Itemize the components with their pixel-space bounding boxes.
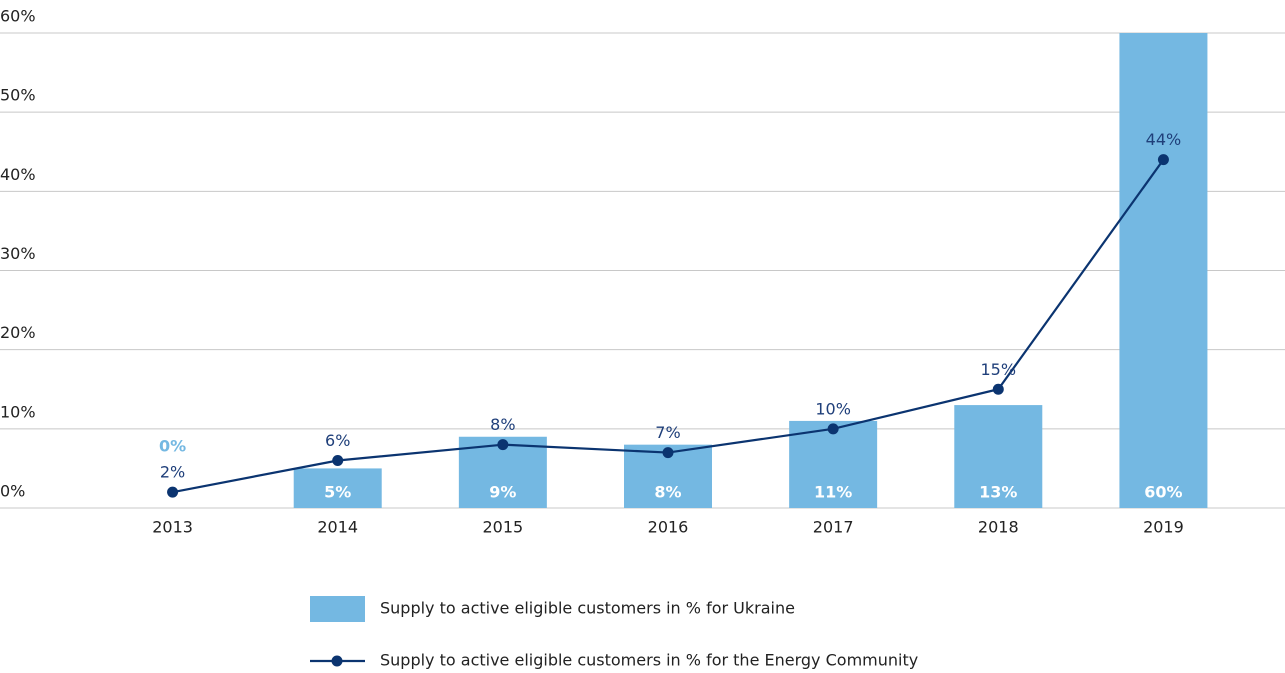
legend-label: Supply to active eligible customers in %… (380, 599, 795, 618)
legend-swatch (310, 596, 365, 622)
line-point (167, 486, 179, 498)
line-point (497, 439, 509, 451)
line-value-label: 6% (325, 431, 350, 450)
line-point (662, 447, 674, 459)
bar-value-label: 60% (1144, 483, 1182, 502)
line-value-label: 8% (490, 415, 515, 434)
line-point (827, 423, 839, 435)
bar-value-label: 11% (814, 483, 852, 502)
x-tick-label: 2018 (978, 518, 1019, 537)
legend-label: Supply to active eligible customers in %… (380, 651, 918, 670)
y-tick-label: 40% (0, 165, 36, 184)
x-tick-label: 2019 (1143, 518, 1184, 537)
bar (789, 420, 878, 508)
line-point (992, 383, 1004, 395)
y-tick-label: 10% (0, 402, 36, 421)
bar-value-label: 9% (489, 483, 516, 502)
bar-value-label: 13% (979, 483, 1017, 502)
bar (1119, 33, 1208, 508)
y-tick-label: 60% (0, 7, 36, 26)
bar-value-label: 8% (654, 483, 681, 502)
line-value-label: 2% (160, 463, 185, 482)
y-tick-label: 50% (0, 86, 36, 105)
line-point (1157, 154, 1169, 166)
y-tick-label: 20% (0, 323, 36, 342)
bar (954, 405, 1043, 508)
line-value-label: 44% (1146, 130, 1182, 149)
x-tick-label: 2013 (152, 518, 193, 537)
line-value-label: 10% (815, 399, 851, 418)
x-tick-label: 2014 (317, 518, 358, 537)
x-tick-label: 2017 (813, 518, 854, 537)
line-value-label: 15% (981, 360, 1017, 379)
y-tick-label: 0% (0, 482, 25, 501)
x-tick-label: 2016 (648, 518, 689, 537)
bar-value-label: 5% (324, 483, 351, 502)
line-point (332, 455, 344, 466)
legend-point (331, 655, 343, 667)
line-value-label: 7% (655, 423, 680, 442)
y-tick-label: 30% (0, 244, 36, 263)
x-tick-label: 2015 (482, 518, 523, 537)
bar (293, 468, 382, 508)
bar-value-label: 0% (159, 437, 186, 456)
